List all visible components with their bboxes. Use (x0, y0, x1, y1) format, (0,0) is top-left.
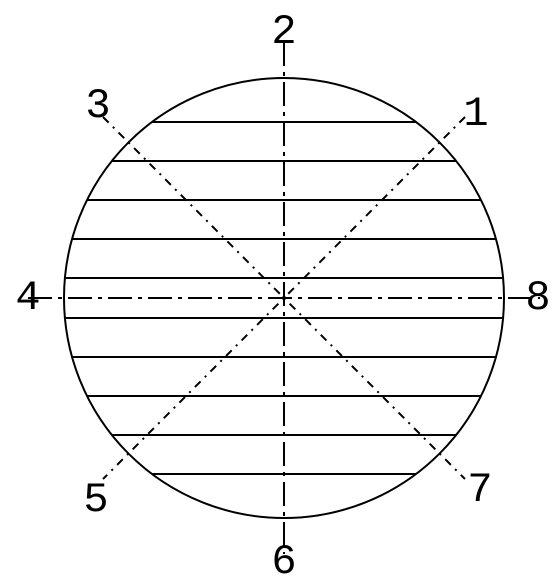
label-8: 8 (525, 274, 550, 322)
center-dot (282, 296, 286, 300)
label-5: 5 (83, 476, 108, 524)
label-3: 3 (85, 82, 110, 130)
label-4: 4 (15, 274, 40, 322)
circle-diagram: 1 2 3 4 5 6 7 8 (0, 0, 560, 584)
label-6: 6 (271, 538, 296, 584)
label-1: 1 (463, 90, 488, 138)
label-2: 2 (271, 8, 296, 56)
label-7: 7 (467, 466, 492, 514)
